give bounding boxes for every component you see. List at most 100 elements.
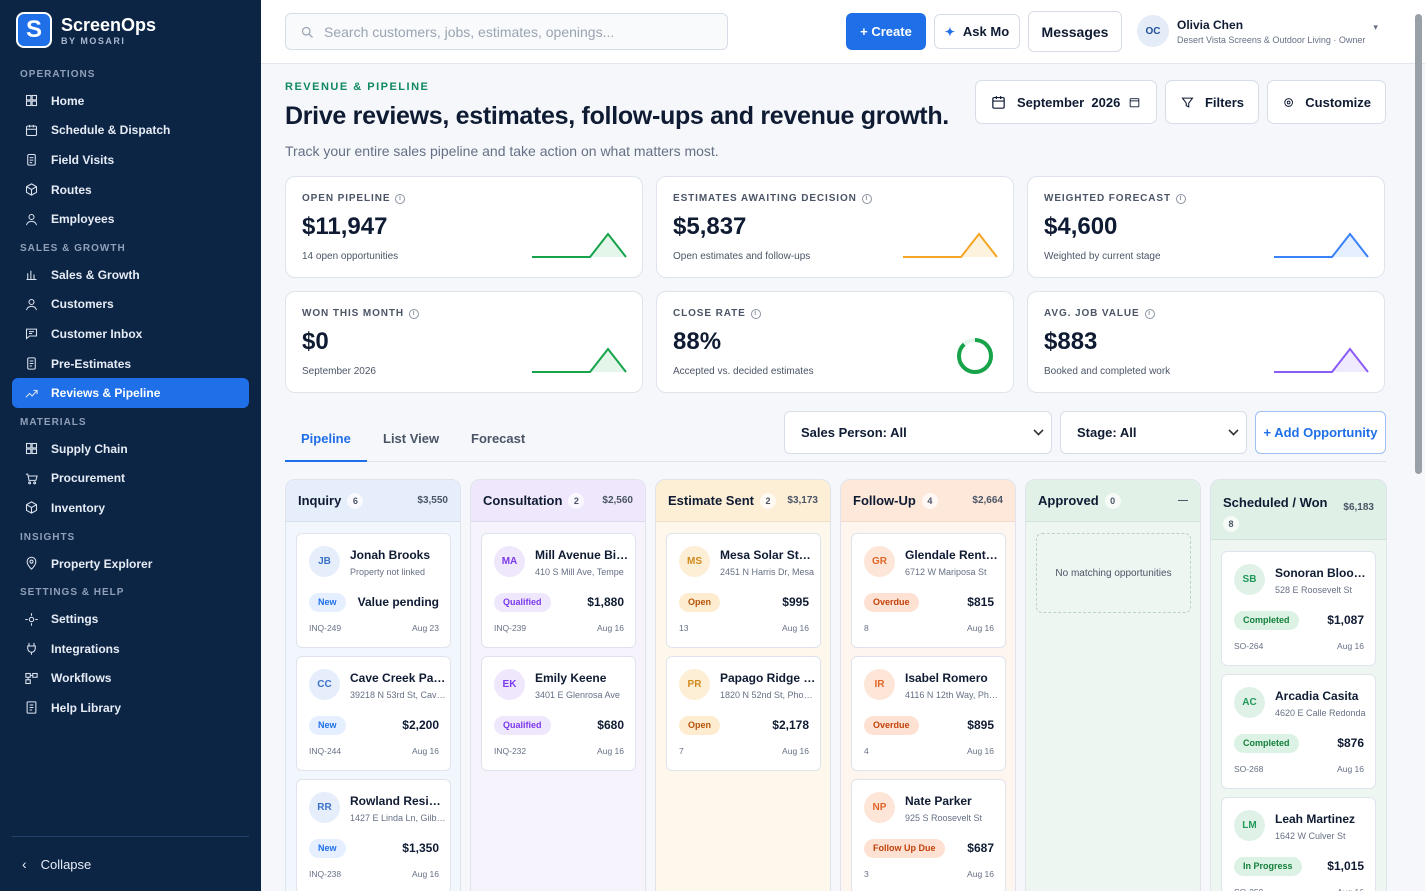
month-picker[interactable]: September 2026 (975, 80, 1157, 124)
sidebar-item-customers[interactable]: Customers (12, 290, 249, 320)
sidebar-item-sales-and-growth[interactable]: Sales & Growth (12, 260, 249, 290)
topbar: Search customers, jobs, estimates, openi… (261, 0, 1425, 64)
column-total: $6,183 (1343, 502, 1374, 513)
opportunity-card[interactable]: IR Isabel Romero 4116 N 12th Way, Phoenix O… (851, 656, 1006, 771)
column-count: 6 (347, 492, 364, 509)
sidebar-item-home[interactable]: Home (12, 86, 249, 116)
pipeline-column-estimate-sent: Estimate Sent 2 $3,173 MS Mesa Solar Studio 2… (655, 479, 831, 891)
opportunity-card[interactable]: PR Papago Ridge HOA 1820 N 52nd St, Phoeni… (666, 656, 821, 771)
opportunity-card[interactable]: SB Sonoran Bloom Cafe 528 E Roosevelt St Co… (1221, 551, 1376, 666)
sidebar-item-pre-estimates[interactable]: Pre-Estimates (12, 349, 249, 379)
scrollbar[interactable] (1415, 14, 1422, 474)
opportunity-card[interactable]: AC Arcadia Casita 4620 E Calle Redonda Comp… (1221, 674, 1376, 789)
kpi-card-won-this-month[interactable]: WON THIS MONTH i $0 September 2026 (285, 291, 643, 393)
sidebar-item-label: Pre-Estimates (51, 356, 132, 371)
sidebar-item-supply-chain[interactable]: Supply Chain (12, 434, 249, 464)
avatar: AC (1234, 687, 1265, 718)
sidebar-item-schedule-and-dispatch[interactable]: Schedule & Dispatch (12, 116, 249, 146)
kpi-sparkline (903, 232, 998, 258)
cart-icon (24, 471, 39, 486)
messages-button[interactable]: Messages (1028, 11, 1122, 52)
user-menu[interactable]: OC Olivia Chen Desert Vista Screens & Ou… (1137, 15, 1378, 47)
sidebar-item-workflows[interactable]: Workflows (12, 664, 249, 694)
opportunity-amount: $895 (967, 718, 994, 732)
chevron-left-icon: ‹ (22, 856, 27, 872)
main: Search customers, jobs, estimates, openi… (261, 0, 1425, 891)
avatar: MA (494, 546, 525, 577)
create-button[interactable]: + Create (846, 13, 926, 50)
sidebar-item-employees[interactable]: Employees (12, 204, 249, 234)
column-title: Consultation (483, 493, 563, 508)
avatar: LM (1234, 810, 1265, 841)
opportunity-address: 39218 N 53rd St, Cave Creek (350, 690, 446, 700)
calendar-icon (24, 123, 39, 138)
brand[interactable]: S ScreenOps BY MOSARI (0, 0, 261, 60)
add-opportunity-button[interactable]: + Add Opportunity (1255, 411, 1386, 454)
stage-select[interactable]: Stage: All (1060, 411, 1247, 454)
sidebar-item-inventory[interactable]: Inventory (12, 493, 249, 523)
opportunity-card[interactable]: MS Mesa Solar Studio 2451 N Harris Dr, Mes… (666, 533, 821, 648)
sidebar-item-routes[interactable]: Routes (12, 175, 249, 205)
customize-icon (1284, 97, 1293, 107)
sidebar-item-integrations[interactable]: Integrations (12, 634, 249, 664)
kpi-card-avg-job-value[interactable]: AVG. JOB VALUE i $883 Booked and completed … (1027, 291, 1385, 393)
info-icon[interactable]: i (861, 193, 872, 204)
info-icon[interactable]: i (409, 308, 420, 319)
search-icon (301, 26, 313, 38)
sidebar-item-reviews-and-pipeline[interactable]: Reviews & Pipeline (12, 378, 249, 408)
kpi-card-estimates-awaiting-decision[interactable]: ESTIMATES AWAITING DECISION i $5,837 Open e… (656, 176, 1014, 278)
sidebar-section-title: SETTINGS & HELP (20, 587, 125, 599)
customize-button[interactable]: Customize (1267, 80, 1386, 124)
opportunity-card[interactable]: NP Nate Parker 925 S Roosevelt St Follow Up… (851, 779, 1006, 891)
info-icon[interactable]: i (1144, 308, 1155, 319)
info-icon[interactable]: i (750, 308, 761, 319)
pin-icon (24, 556, 39, 571)
collapse-button[interactable]: ‹ Collapse (12, 836, 249, 891)
opportunity-card[interactable]: GR Glendale Rentals 6712 W Mariposa St Over… (851, 533, 1006, 648)
sidebar-item-procurement[interactable]: Procurement (12, 464, 249, 494)
column-header: Estimate Sent 2 $3,173 (656, 480, 830, 522)
sidebar-item-customer-inbox[interactable]: Customer Inbox (12, 319, 249, 349)
opportunity-card[interactable]: RR Rowland Residence 1427 E Linda Ln, Gilb… (296, 779, 451, 891)
kpi-label: OPEN PIPELINE i (302, 193, 626, 204)
sidebar-item-label: Help Library (51, 700, 122, 715)
kpi-value: $0 (302, 328, 329, 355)
ask-mo-button[interactable]: ✦ Ask Mo (934, 14, 1020, 49)
tab-list-view[interactable]: List View (383, 431, 440, 446)
kpi-value: $883 (1044, 328, 1098, 355)
sidebar-item-label: Sales & Growth (51, 267, 140, 282)
sales-person-select[interactable]: Sales Person: All (784, 411, 1052, 454)
opportunity-address: 528 E Roosevelt St (1275, 585, 1353, 595)
filters-button[interactable]: Filters (1165, 80, 1259, 124)
status-badge: In Progress (1234, 857, 1302, 876)
opportunity-card[interactable]: JB Jonah Brooks Property not linked New Valu… (296, 533, 451, 648)
sidebar-item-help-library[interactable]: Help Library (12, 693, 249, 723)
opportunity-id: 4 (864, 746, 869, 756)
tab-pipeline[interactable]: Pipeline (285, 410, 367, 462)
info-icon[interactable]: i (1175, 193, 1186, 204)
sidebar-item-property-explorer[interactable]: Property Explorer (12, 549, 249, 579)
opportunity-date: Aug 23 (412, 623, 439, 633)
sidebar-section-title: INSIGHTS (20, 531, 76, 543)
search-input[interactable]: Search customers, jobs, estimates, openi… (285, 13, 728, 50)
sidebar-item-field-visits[interactable]: Field Visits (12, 145, 249, 175)
opportunity-name: Leah Martinez (1275, 812, 1356, 826)
sidebar-item-label: Settings (51, 612, 99, 627)
opportunity-name: Cave Creek Patio (350, 671, 446, 685)
kpi-card-open-pipeline[interactable]: OPEN PIPELINE i $11,947 14 open opportuniti… (285, 176, 643, 278)
workflow-icon (24, 671, 39, 686)
opportunity-card[interactable]: CC Cave Creek Patio 39218 N 53rd St, Cave … (296, 656, 451, 771)
opportunity-card[interactable]: MA Mill Avenue Bistro 410 S Mill Ave, Temp… (481, 533, 636, 648)
kpi-card-weighted-forecast[interactable]: WEIGHTED FORECAST i $4,600 Weighted by curr… (1027, 176, 1385, 278)
opportunity-card[interactable]: EK Emily Keene 3401 E Glenrosa Ave Qualifie… (481, 656, 636, 771)
opportunity-amount: $1,015 (1327, 859, 1364, 873)
info-icon[interactable]: i (395, 193, 406, 204)
opportunity-card[interactable]: LM Leah Martinez 1642 W Culver St In Progre… (1221, 797, 1376, 891)
status-badge: New (309, 593, 346, 612)
tab-forecast[interactable]: Forecast (471, 431, 526, 446)
status-badge: New (309, 716, 346, 735)
sidebar-item-settings[interactable]: Settings (12, 604, 249, 634)
status-badge: Overdue (864, 716, 919, 735)
kpi-card-close-rate[interactable]: CLOSE RATE i 88% Accepted vs. decided estim… (656, 291, 1014, 393)
opportunity-id: INQ-239 (494, 623, 527, 633)
